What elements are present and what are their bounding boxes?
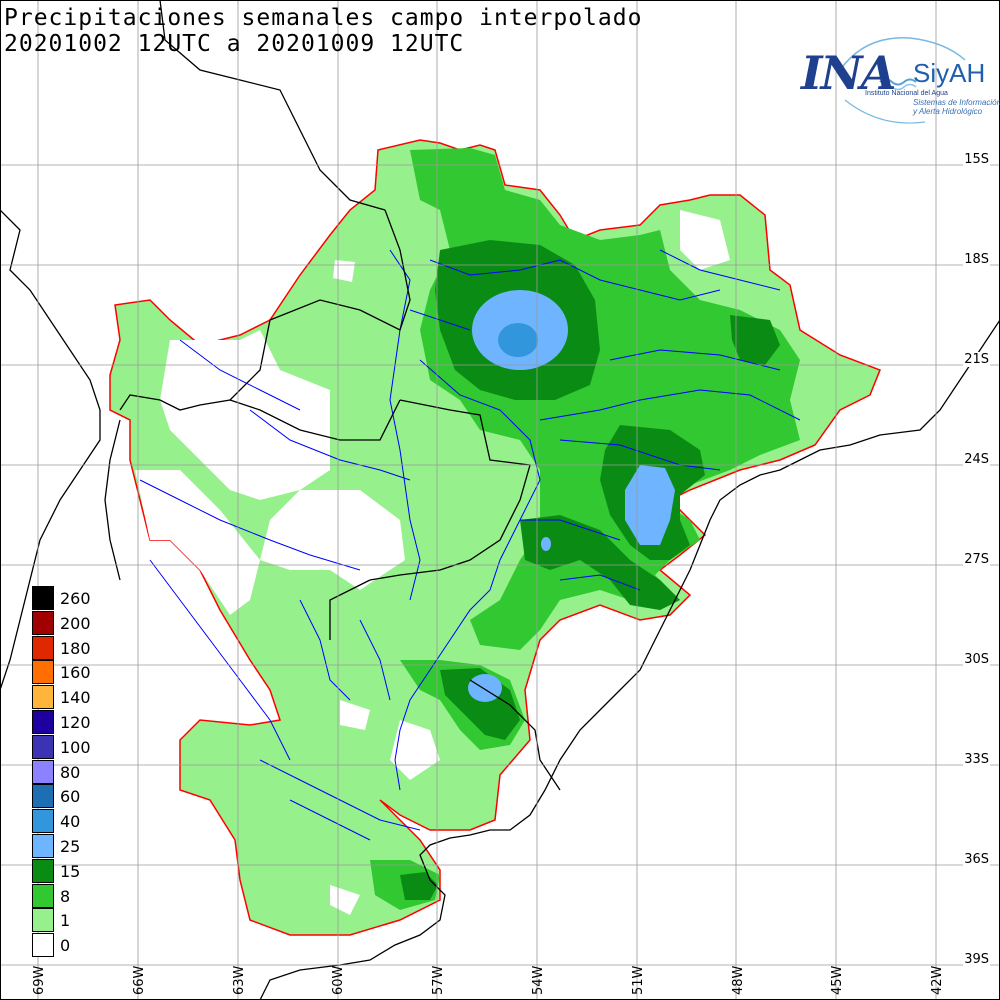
legend-swatch bbox=[32, 784, 54, 809]
country-border bbox=[119, 209, 411, 411]
map-title: Precipitaciones semanales campo interpol… bbox=[4, 5, 643, 31]
legend-swatch bbox=[32, 709, 54, 734]
legend-swatch bbox=[32, 759, 54, 784]
country-border bbox=[369, 399, 531, 581]
legend-swatch bbox=[32, 809, 54, 834]
legend-label: 25 bbox=[60, 836, 81, 856]
rivers bbox=[139, 249, 801, 841]
legend-swatch bbox=[32, 883, 54, 908]
dry-area bbox=[330, 885, 360, 915]
legend-swatch bbox=[32, 610, 54, 635]
legend-label: 15 bbox=[60, 861, 81, 881]
logo-institute-text: Instituto Nacional del Agua bbox=[865, 90, 948, 97]
legend-label: 180 bbox=[60, 638, 91, 658]
legend-swatch bbox=[32, 685, 54, 710]
longitude-label: 63W bbox=[231, 965, 247, 995]
precip-25mm bbox=[541, 537, 551, 551]
longitude-label: 69W bbox=[32, 965, 47, 995]
legend-swatch bbox=[32, 833, 54, 858]
legend-label: 120 bbox=[60, 712, 91, 732]
precip-25mm bbox=[625, 465, 675, 545]
country-border bbox=[229, 399, 401, 441]
latitude-label: 18S bbox=[963, 252, 990, 267]
legend-swatch bbox=[32, 858, 54, 883]
legend-label: 200 bbox=[60, 613, 91, 633]
precip-15mm bbox=[730, 315, 780, 365]
legend-label: 1 bbox=[60, 911, 71, 931]
latitude-label: 27S bbox=[963, 552, 990, 567]
dry-area bbox=[340, 700, 370, 730]
legend-label: 40 bbox=[60, 812, 81, 832]
legend-label: 60 bbox=[60, 787, 81, 807]
map-date-range: 20201002 12UTC a 20201009 12UTC bbox=[4, 31, 465, 57]
latitude-label: 39S bbox=[963, 952, 990, 967]
dry-area bbox=[333, 260, 355, 282]
dry-area bbox=[135, 470, 260, 615]
dry-area bbox=[680, 210, 730, 270]
ina-siyah-logo: INA SiyAH Instituto Nacional del Agua Si… bbox=[795, 30, 1000, 130]
country-border bbox=[469, 679, 561, 791]
logo-siyah-text: SiyAH bbox=[913, 58, 986, 88]
latitude-label: 33S bbox=[963, 752, 990, 767]
logo-swoosh-icon bbox=[839, 37, 966, 124]
latitude-label: 15S bbox=[963, 152, 990, 167]
legend-label: 140 bbox=[60, 688, 91, 708]
legend-label: 260 bbox=[60, 589, 91, 608]
precip-15mm bbox=[400, 872, 438, 900]
legend-swatch bbox=[32, 660, 54, 685]
logo-ina-text: INA bbox=[801, 46, 896, 100]
legend-label: 80 bbox=[60, 762, 81, 782]
precip-25mm bbox=[468, 674, 502, 702]
precip-field bbox=[109, 139, 881, 936]
logo-subtitle-line1: Sistemas de Información bbox=[913, 98, 1000, 107]
longitude-label: 66W bbox=[131, 965, 147, 995]
longitude-label: 57W bbox=[431, 965, 447, 995]
precip-40mm bbox=[498, 323, 538, 357]
longitude-label: 51W bbox=[630, 965, 646, 995]
latitude-label: 24S bbox=[963, 452, 990, 467]
legend-swatch bbox=[32, 635, 54, 660]
longitude-label: 60W bbox=[331, 965, 347, 995]
country-border bbox=[159, 0, 386, 211]
longitude-label: 45W bbox=[830, 965, 846, 995]
legend-swatch bbox=[32, 734, 54, 759]
dry-area bbox=[160, 330, 330, 500]
latitude-label: 30S bbox=[963, 652, 990, 667]
longitude-label: 48W bbox=[730, 965, 746, 995]
logo-subtitle-line2: y Alerta Hidrológico bbox=[913, 107, 983, 116]
country-border bbox=[329, 579, 371, 640]
legend-swatch bbox=[32, 933, 54, 958]
latitude-label: 21S bbox=[963, 352, 990, 367]
coastline bbox=[259, 319, 1000, 1000]
legend-swatch bbox=[32, 586, 54, 610]
legend-label: 160 bbox=[60, 663, 91, 683]
country-border bbox=[0, 209, 101, 691]
latitude-label: 36S bbox=[963, 852, 990, 867]
legend-swatch bbox=[32, 908, 54, 933]
legend-label: 8 bbox=[60, 886, 71, 906]
country-border bbox=[104, 419, 121, 581]
longitude-label: 42W bbox=[930, 965, 946, 995]
precip-15mm bbox=[520, 515, 680, 610]
logo-subtitle: Sistemas de Información y Alerta Hidroló… bbox=[913, 98, 1000, 116]
longitude-label: 54W bbox=[531, 965, 546, 995]
legend-label: 100 bbox=[60, 737, 91, 757]
legend-label: 0 bbox=[60, 936, 71, 956]
